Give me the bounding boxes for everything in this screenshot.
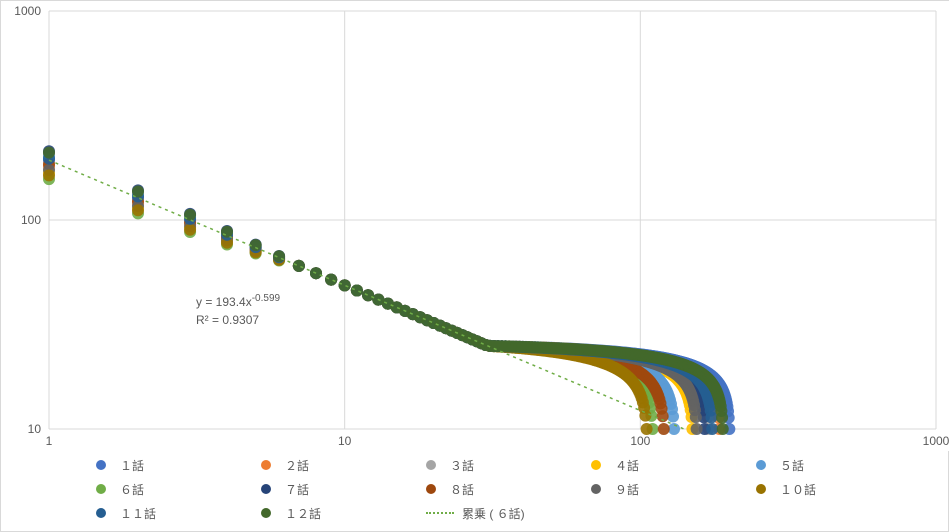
legend-label: １２話 (285, 505, 321, 522)
legend-swatch-dot (96, 508, 106, 518)
legend-item: ７話 (261, 477, 426, 501)
data-point (667, 410, 679, 422)
data-point (221, 226, 233, 238)
legend-item: ３話 (426, 453, 591, 477)
legend-label: ３話 (450, 457, 474, 474)
y-tick-label: 1000 (14, 4, 41, 18)
y-tick-label: 100 (21, 213, 41, 227)
legend-item: １１話 (96, 501, 261, 525)
data-point (691, 423, 703, 435)
data-point (690, 411, 702, 423)
legend-swatch-dot (426, 460, 436, 470)
legend-swatch-dot (96, 484, 106, 494)
legend-swatch-dot (261, 460, 271, 470)
legend-swatch-dot (591, 484, 601, 494)
legend-label: ７話 (285, 481, 309, 498)
data-point (339, 279, 351, 291)
data-point (351, 285, 363, 297)
legend-label: ９話 (615, 481, 639, 498)
data-point (132, 204, 144, 216)
legend-label: 累乗 ( ６話) (462, 505, 525, 522)
equation-exponent: -0.599 (252, 293, 280, 304)
legend-item: ６話 (96, 477, 261, 501)
data-point (184, 224, 196, 236)
legend: １話 ２話 ３話 ４話 ５話 ６話 ７話 ８話 ９話 １０話 １１話 １２話 累乗 ( ６話) (96, 453, 928, 525)
trendline-equation: y = 193.4x-0.599 R² = 0.9307 (196, 291, 280, 329)
legend-item: ９話 (591, 477, 756, 501)
legend-swatch-dot (591, 460, 601, 470)
legend-swatch-dot (426, 484, 436, 494)
x-tick-label: 1 (46, 434, 53, 448)
legend-item: １話 (96, 453, 261, 477)
legend-swatch-line (426, 512, 454, 514)
legend-label: １話 (120, 457, 144, 474)
legend-swatch-dot (756, 460, 766, 470)
equation-line-1: y = 193.4x-0.599 (196, 291, 280, 311)
legend-label: ８話 (450, 481, 474, 498)
legend-label: １０話 (780, 481, 816, 498)
legend-item: ８話 (426, 477, 591, 501)
x-tick-label: 1000 (923, 434, 949, 448)
data-point (705, 411, 717, 423)
data-point (43, 169, 55, 181)
legend-item: １２話 (261, 501, 426, 525)
legend-item: １０話 (756, 477, 921, 501)
legend-label: ６話 (120, 481, 144, 498)
data-point (184, 209, 196, 221)
legend-swatch-dot (261, 508, 271, 518)
legend-label: ５話 (780, 457, 804, 474)
equation-prefix: y = 193.4x (196, 295, 252, 309)
data-point (668, 423, 680, 435)
legend-label: ４話 (615, 457, 639, 474)
equation-line-2: R² = 0.9307 (196, 311, 280, 329)
data-point (639, 410, 651, 422)
data-point (658, 423, 670, 435)
y-tick-label: 10 (28, 422, 42, 436)
legend-item: ４話 (591, 453, 756, 477)
data-point (641, 423, 653, 435)
data-point (325, 274, 337, 286)
legend-label: １１話 (120, 505, 156, 522)
data-point (293, 260, 305, 272)
legend-item: ５話 (756, 453, 921, 477)
legend-swatch-dot (261, 484, 271, 494)
legend-item-trendline: 累乗 ( ６話) (426, 501, 591, 525)
legend-item: ２話 (261, 453, 426, 477)
data-point (43, 147, 55, 159)
legend-swatch-dot (756, 484, 766, 494)
legend-swatch-dot (96, 460, 106, 470)
data-point (706, 423, 718, 435)
plot-area: 1 10 100 1000 10 100 1000 (1, 1, 949, 451)
chart-container: 1 10 100 1000 10 100 1000 y = 193.4x-0.599 R² … (0, 0, 949, 532)
legend-label: ２話 (285, 457, 309, 474)
x-tick-label: 100 (630, 434, 650, 448)
data-point (362, 289, 374, 301)
data-point (716, 412, 728, 424)
x-tick-label: 10 (338, 434, 352, 448)
data-point (717, 423, 729, 435)
